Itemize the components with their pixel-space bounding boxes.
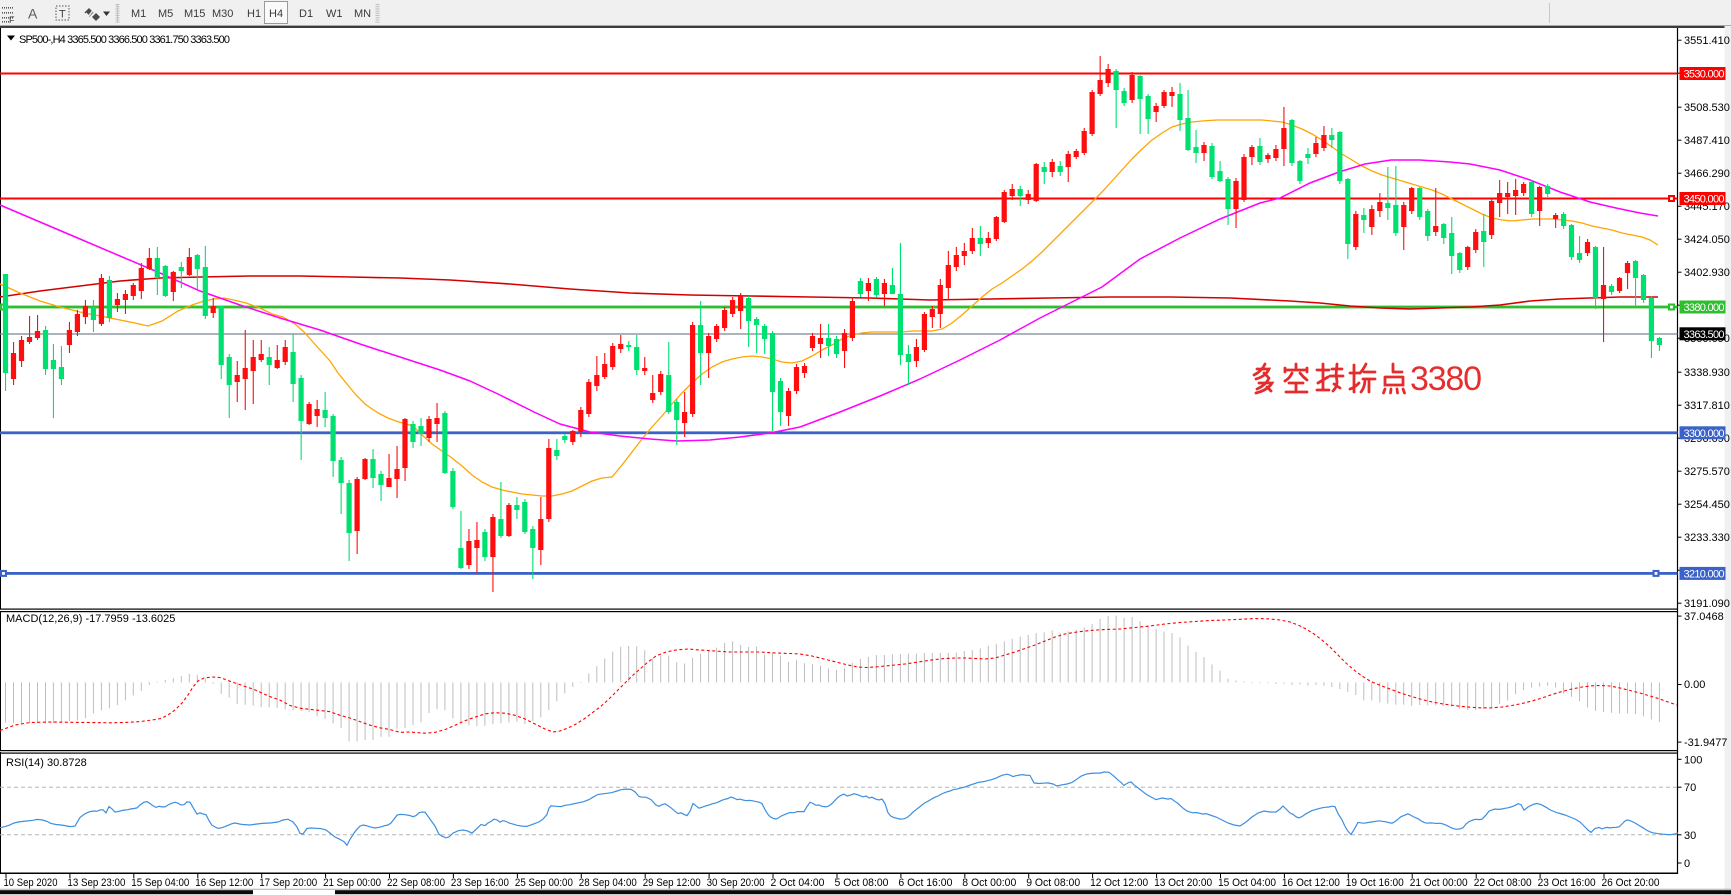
svg-text:12 Oct 12:00: 12 Oct 12:00: [1090, 877, 1148, 889]
svg-text:3380: 3380: [1410, 360, 1482, 398]
svg-text:15 Oct 04:00: 15 Oct 04:00: [1218, 877, 1276, 889]
svg-text:0: 0: [1684, 858, 1690, 870]
svg-text:5 Oct 08:00: 5 Oct 08:00: [835, 877, 889, 889]
svg-text:3338.930: 3338.930: [1684, 367, 1730, 379]
svg-text:9 Oct 08:00: 9 Oct 08:00: [1026, 877, 1080, 889]
svg-text:3300.000: 3300.000: [1684, 428, 1725, 440]
svg-text:3450.000: 3450.000: [1684, 194, 1725, 206]
svg-text:H1: H1: [247, 8, 261, 20]
svg-text:3275.570: 3275.570: [1684, 466, 1730, 478]
svg-text:3363.500: 3363.500: [1684, 329, 1725, 341]
svg-text:F: F: [9, 15, 15, 25]
svg-text:M5: M5: [158, 8, 173, 20]
svg-text:A: A: [28, 6, 38, 22]
svg-text:M1: M1: [131, 8, 146, 20]
svg-text:M15: M15: [184, 8, 205, 20]
svg-text:D1: D1: [299, 8, 313, 20]
svg-text:17 Sep 20:00: 17 Sep 20:00: [259, 877, 317, 889]
svg-text:T: T: [59, 9, 66, 21]
svg-text:37.0468: 37.0468: [1684, 611, 1724, 623]
svg-text:-31.9477: -31.9477: [1684, 737, 1727, 749]
svg-text:3317.810: 3317.810: [1684, 400, 1730, 412]
svg-text:3424.050: 3424.050: [1684, 234, 1730, 246]
svg-text:3530.000: 3530.000: [1684, 69, 1725, 81]
svg-text:22 Sep 08:00: 22 Sep 08:00: [387, 877, 445, 889]
svg-text:3254.450: 3254.450: [1684, 499, 1730, 511]
svg-text:M30: M30: [212, 8, 233, 20]
svg-text:3551.410: 3551.410: [1684, 35, 1730, 47]
svg-text:16 Sep 12:00: 16 Sep 12:00: [195, 877, 253, 889]
svg-text:SP500-,H4 3365.500 3366.500 3: SP500-,H4 3365.500 3366.500 3361.750 336…: [19, 34, 230, 46]
svg-text:21 Oct 00:00: 21 Oct 00:00: [1410, 877, 1468, 889]
svg-text:MN: MN: [354, 8, 371, 20]
svg-text:3210.000: 3210.000: [1684, 568, 1725, 580]
svg-text:70: 70: [1684, 782, 1696, 794]
svg-text:3380.000: 3380.000: [1684, 302, 1725, 314]
svg-text:3508.530: 3508.530: [1684, 102, 1730, 114]
svg-text:100: 100: [1684, 754, 1702, 766]
svg-text:3402.930: 3402.930: [1684, 267, 1730, 279]
svg-text:6 Oct 16:00: 6 Oct 16:00: [898, 877, 952, 889]
svg-text:28 Sep 04:00: 28 Sep 04:00: [579, 877, 637, 889]
svg-text:3233.330: 3233.330: [1684, 532, 1730, 544]
svg-text:13 Sep 23:00: 13 Sep 23:00: [67, 877, 125, 889]
svg-text:W1: W1: [326, 8, 343, 20]
svg-text:3466.290: 3466.290: [1684, 168, 1730, 180]
svg-text:8 Oct 00:00: 8 Oct 00:00: [962, 877, 1016, 889]
svg-text:29 Sep 12:00: 29 Sep 12:00: [643, 877, 701, 889]
svg-text:15 Sep 04:00: 15 Sep 04:00: [131, 877, 189, 889]
svg-text:30 Sep 20:00: 30 Sep 20:00: [707, 877, 765, 889]
svg-text:2 Oct 04:00: 2 Oct 04:00: [771, 877, 825, 889]
svg-text:25 Sep 00:00: 25 Sep 00:00: [515, 877, 573, 889]
svg-text:22 Oct 08:00: 22 Oct 08:00: [1474, 877, 1532, 889]
svg-text:3191.090: 3191.090: [1684, 598, 1730, 610]
svg-text:23 Sep 16:00: 23 Sep 16:00: [451, 877, 509, 889]
svg-text:30: 30: [1684, 830, 1696, 842]
svg-text:H4: H4: [269, 8, 283, 20]
svg-text:16 Oct 12:00: 16 Oct 12:00: [1282, 877, 1340, 889]
svg-text:23 Oct 16:00: 23 Oct 16:00: [1538, 877, 1596, 889]
svg-text:MACD(12,26,9) -17.7959 -13.602: MACD(12,26,9) -17.7959 -13.6025: [6, 613, 175, 625]
svg-text:0.00: 0.00: [1684, 679, 1705, 691]
svg-text:13 Oct 20:00: 13 Oct 20:00: [1154, 877, 1212, 889]
svg-text:19 Oct 16:00: 19 Oct 16:00: [1346, 877, 1404, 889]
svg-text:RSI(14) 30.8728: RSI(14) 30.8728: [6, 757, 87, 769]
svg-text:26 Oct 20:00: 26 Oct 20:00: [1602, 877, 1660, 889]
svg-text:21 Sep 00:00: 21 Sep 00:00: [323, 877, 381, 889]
svg-text:10 Sep 2020: 10 Sep 2020: [4, 877, 58, 889]
svg-text:3487.410: 3487.410: [1684, 135, 1730, 147]
